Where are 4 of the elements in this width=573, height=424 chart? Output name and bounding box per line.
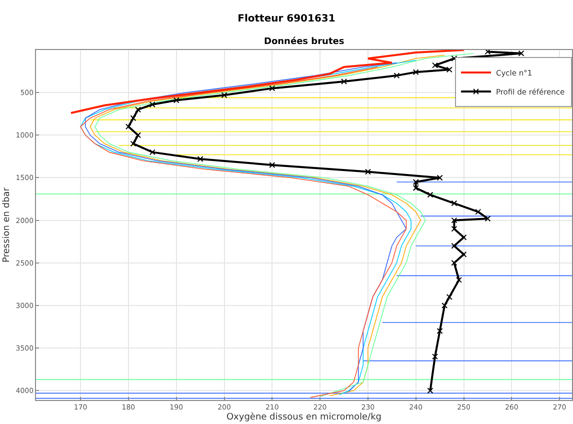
- chart-title: Flotteur 6901631: [238, 14, 336, 25]
- x-axis-title: Oxygène dissous en micromole/kg: [226, 411, 382, 422]
- y-axis-title: Pression en dbar: [2, 187, 12, 263]
- chart-subtitle: Données brutes: [264, 36, 344, 47]
